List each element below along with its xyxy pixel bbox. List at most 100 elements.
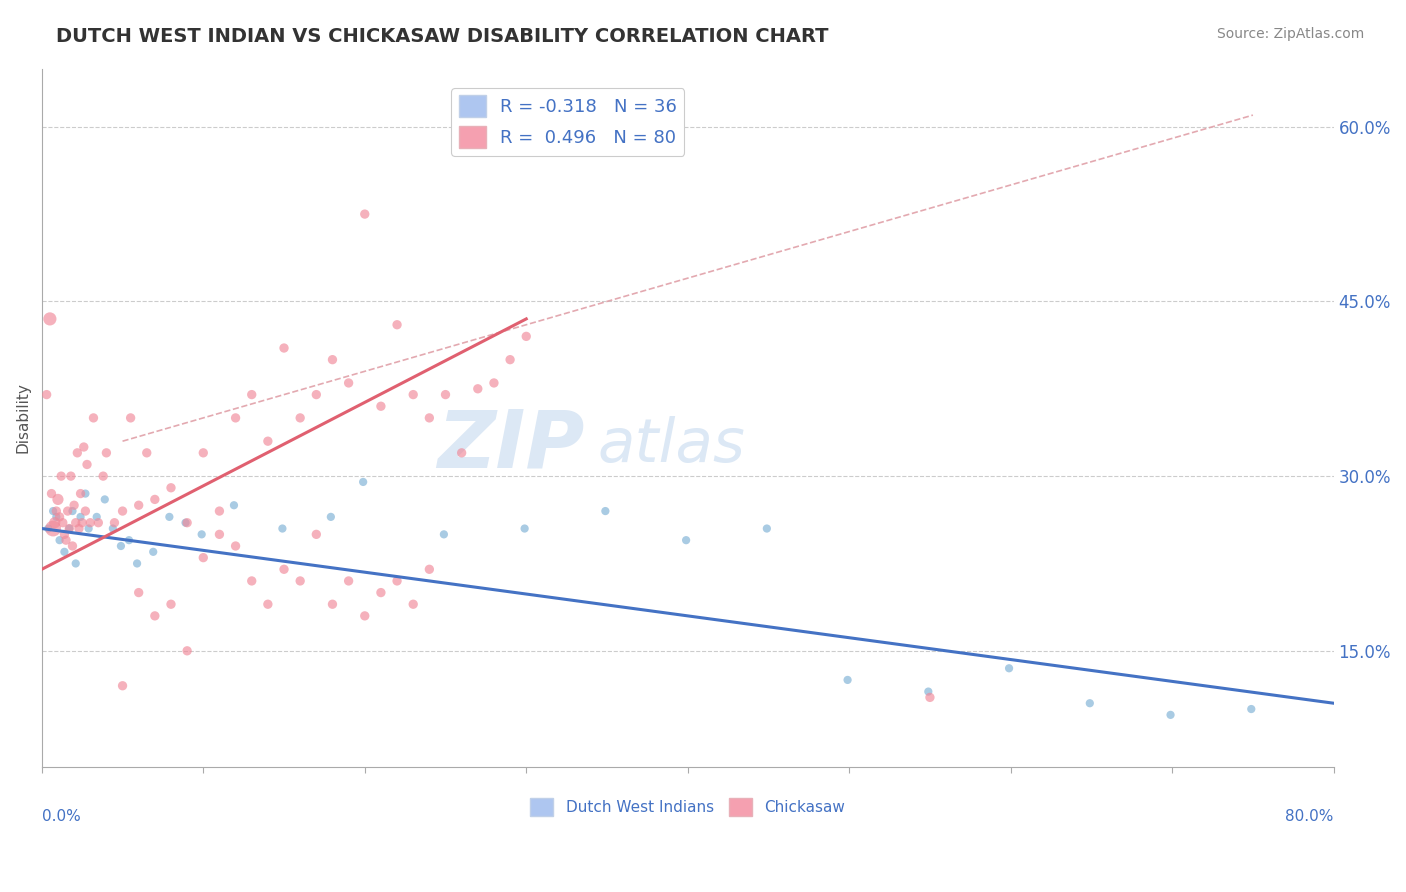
Point: [103, 516, 125, 530]
Point: [434, 387, 457, 401]
Point: [595, 504, 617, 518]
Point: [42, 504, 65, 518]
Point: [385, 318, 408, 332]
Point: [190, 527, 212, 541]
Point: [1078, 696, 1101, 710]
Point: [42, 522, 65, 536]
Point: [41, 486, 63, 500]
Point: [385, 574, 408, 588]
Point: [55, 533, 77, 548]
Point: [87, 516, 110, 530]
Point: [118, 533, 141, 548]
Point: [918, 690, 941, 705]
Point: [176, 516, 198, 530]
Point: [65, 557, 87, 571]
Point: [62, 539, 84, 553]
Point: [271, 522, 294, 536]
Point: [176, 644, 198, 658]
Point: [38, 312, 60, 326]
Point: [79, 516, 101, 530]
Point: [65, 516, 87, 530]
Point: [337, 574, 360, 588]
Point: [257, 434, 280, 449]
Point: [44, 516, 66, 530]
Point: [337, 376, 360, 390]
Point: [998, 661, 1021, 675]
Point: [48, 509, 70, 524]
Point: [208, 504, 231, 518]
Point: [402, 387, 425, 401]
Point: [288, 410, 311, 425]
Point: [94, 492, 117, 507]
Point: [66, 446, 89, 460]
Point: [222, 498, 245, 512]
Point: [63, 498, 86, 512]
Point: [193, 446, 215, 460]
Point: [160, 597, 183, 611]
Point: [1160, 707, 1182, 722]
Point: [96, 446, 118, 460]
Point: [288, 574, 311, 588]
Point: [402, 597, 425, 611]
Y-axis label: Disability: Disability: [15, 383, 30, 453]
Text: 80.0%: 80.0%: [1285, 809, 1334, 824]
Point: [513, 522, 536, 536]
Point: [515, 329, 537, 343]
Point: [352, 475, 374, 489]
Text: 0.0%: 0.0%: [42, 809, 80, 824]
Point: [157, 509, 180, 524]
Point: [675, 533, 697, 548]
Point: [174, 516, 197, 530]
Point: [467, 382, 489, 396]
Point: [82, 410, 104, 425]
Point: [120, 410, 142, 425]
Point: [305, 527, 328, 541]
Point: [433, 527, 456, 541]
Point: [77, 522, 100, 536]
Point: [69, 486, 91, 500]
Point: [135, 446, 157, 460]
Point: [353, 608, 375, 623]
Point: [46, 492, 69, 507]
Point: [58, 522, 80, 536]
Point: [208, 527, 231, 541]
Text: ZIP: ZIP: [437, 407, 585, 485]
Point: [321, 352, 343, 367]
Point: [321, 597, 343, 611]
Text: Source: ZipAtlas.com: Source: ZipAtlas.com: [1216, 27, 1364, 41]
Text: atlas: atlas: [598, 417, 745, 475]
Point: [917, 684, 939, 698]
Point: [76, 458, 98, 472]
Point: [142, 545, 165, 559]
Point: [51, 469, 73, 483]
Point: [837, 673, 859, 687]
Point: [58, 522, 80, 536]
Point: [1240, 702, 1263, 716]
Point: [125, 557, 148, 571]
Point: [69, 509, 91, 524]
Point: [450, 446, 472, 460]
Point: [111, 679, 134, 693]
Point: [143, 608, 166, 623]
Point: [273, 562, 295, 576]
Point: [128, 585, 150, 599]
Point: [37, 522, 59, 536]
Point: [45, 509, 67, 524]
Point: [73, 440, 96, 454]
Point: [353, 207, 375, 221]
Point: [101, 522, 124, 536]
Point: [257, 597, 280, 611]
Point: [240, 387, 263, 401]
Point: [755, 522, 778, 536]
Point: [128, 498, 150, 512]
Point: [59, 469, 82, 483]
Point: [305, 387, 328, 401]
Point: [75, 504, 97, 518]
Point: [52, 516, 75, 530]
Point: [53, 527, 76, 541]
Legend: Dutch West Indians, Chickasaw: Dutch West Indians, Chickasaw: [524, 792, 851, 822]
Point: [370, 399, 392, 413]
Point: [273, 341, 295, 355]
Point: [67, 522, 90, 536]
Point: [45, 504, 67, 518]
